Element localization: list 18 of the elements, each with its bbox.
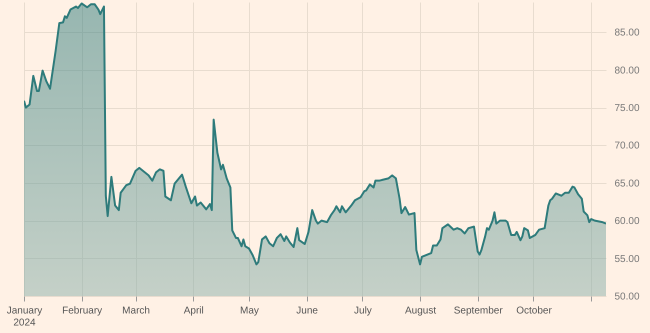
x-tick-label: May	[240, 306, 259, 316]
y-tick-label: 85.00	[614, 28, 640, 39]
y-tick-label: 55.00	[614, 254, 640, 265]
y-tick-label: 65.00	[614, 178, 640, 190]
y-tick-label: 60.00	[614, 216, 640, 228]
x-tick-label: February	[62, 306, 102, 316]
y-tick-label: 80.00	[614, 65, 640, 76]
x-tick-label: April	[184, 306, 204, 316]
y-tick-label: 70.00	[614, 140, 640, 152]
y-tick-label: 50.00	[614, 292, 640, 302]
x-tick-label: January 2024	[6, 306, 42, 328]
x-tick-label: October	[516, 306, 552, 316]
x-tick-label: June	[296, 306, 318, 316]
x-tick-label: September	[454, 306, 504, 316]
y-tick-label: 75.00	[614, 103, 640, 114]
x-tick-label: August	[404, 306, 436, 316]
x-tick-label: July	[354, 306, 372, 316]
x-tick-label: March	[122, 306, 150, 316]
